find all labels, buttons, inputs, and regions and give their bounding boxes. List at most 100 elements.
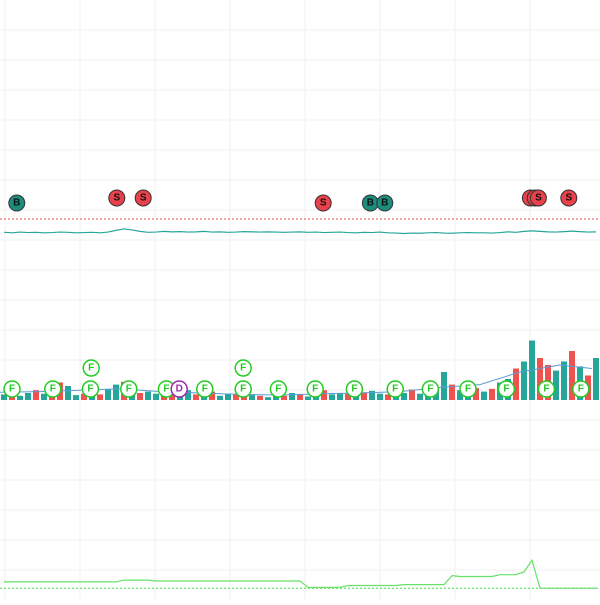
signal-marker [3,380,21,398]
signal-label: F [351,384,357,395]
signal-label: F [87,384,93,395]
volume-bar [209,391,215,400]
signal-label: F [543,384,549,395]
volume-bar [593,358,599,400]
volume-bar [81,393,87,400]
signal-marker [234,359,252,377]
signal-marker [44,380,62,398]
signal-marker [81,380,100,398]
signal-label: F [427,384,433,395]
volume-bar [385,394,391,400]
signal-marker [421,380,440,398]
volume-bar [113,384,119,400]
volume-bar [17,395,23,400]
signal-label: F [240,384,246,395]
volume-bar [345,393,351,400]
signal-marker [134,189,152,207]
line [3,228,597,235]
signal-marker [8,194,26,212]
volume-bar [553,370,559,400]
signal-marker [234,380,252,398]
signal-label: B [13,198,20,209]
volume-bar [233,394,239,400]
signal-marker [108,189,126,207]
signal-marker [82,359,100,377]
volume-bar [297,394,303,400]
signal-label: F [465,384,471,395]
signal-label: S [565,193,572,204]
volume-bar [73,395,79,400]
signal-label: S [113,193,120,204]
signal-marker [269,380,288,398]
signal-marker [314,194,332,212]
signal-label: F [312,384,318,395]
volume-bar [401,393,407,400]
signal-marker [345,380,364,398]
signal-marker [497,380,516,398]
signal-marker [537,380,556,398]
volume-bar [249,395,255,400]
volume-bar [305,396,311,400]
volume-bar [369,390,375,400]
volume-bar [25,393,31,400]
volume-bar [185,390,191,400]
volume-bar [33,390,39,400]
volume-bar [281,395,287,400]
volume-bar [289,393,295,400]
signal-label: F [202,384,208,395]
signal-label: D [176,384,183,395]
volume-bar [561,361,567,400]
signal-label: F [163,384,169,395]
volume-bar [225,393,231,400]
signal-marker [529,189,547,207]
volume-bar [521,361,527,400]
signal-marker [572,380,590,398]
signal-marker [560,189,578,207]
volume-bar [537,358,543,400]
signal-label: S [535,193,542,204]
signal-label: B [381,198,388,209]
volume-bar [193,394,199,400]
signal-marker [196,380,214,398]
volume-bar [153,393,159,400]
volume-bar [265,397,271,400]
volume-bar [377,393,383,400]
signal-label: F [240,363,246,374]
volume-bar [137,393,143,400]
volume-bar [569,351,575,400]
volume-bar [1,394,7,400]
volume-bar [513,368,519,400]
volume-bar [65,386,71,400]
signal-label: F [392,384,398,395]
signal-label: F [503,384,509,395]
signal-label: F [275,384,281,395]
volume-bar [481,391,487,400]
signal-label: F [50,384,56,395]
signal-label: F [126,384,132,395]
volume-bar [329,394,335,400]
volume-bar [97,394,103,400]
line [4,558,596,589]
volume-bar [489,388,495,400]
volume-bar [161,395,167,400]
volume-bar [449,384,455,400]
volume-bar [409,389,415,400]
volume-bar [441,372,447,400]
signal-marker [170,380,188,398]
volume-bar [417,393,423,400]
volume-bar [457,390,463,400]
volume-bar [169,392,175,400]
volume-bar [337,393,343,400]
signal-label: F [578,384,584,395]
signal-label: S [320,198,327,209]
volume-bar [321,390,327,400]
volume-bar [361,392,367,400]
signal-marker [306,380,324,398]
volume-bar [105,389,111,400]
signal-label: F [9,384,15,395]
signal-marker [459,380,477,398]
volume-bar [473,388,479,400]
signal-label: F [88,363,94,374]
volume-bar [145,391,151,400]
